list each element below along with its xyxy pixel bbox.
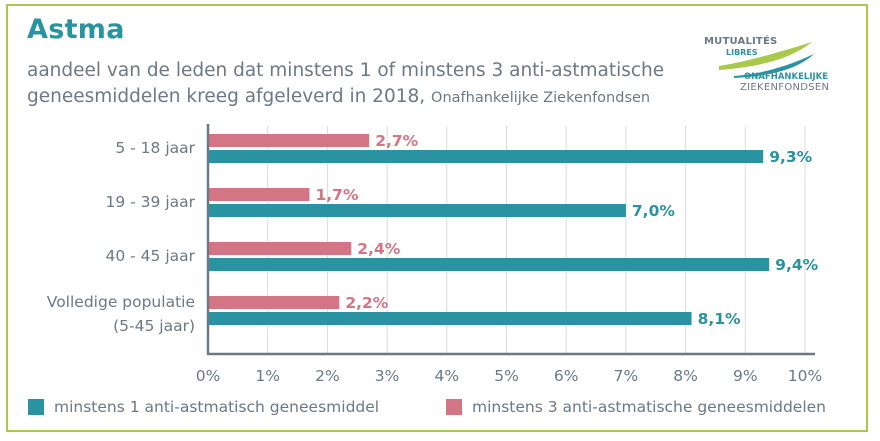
data-label: 2,4% [357, 240, 400, 258]
x-tick-label: 10% [788, 367, 822, 385]
legend-swatch-pink [446, 399, 462, 415]
bar-pink [209, 188, 310, 201]
legend-item-teal: minstens 1 anti-astmatisch geneesmiddel [28, 398, 379, 416]
x-tick-label: 1% [255, 367, 280, 385]
data-label: 8,1% [698, 310, 741, 328]
data-label: 1,7% [315, 186, 358, 204]
x-tick-label: 9% [733, 367, 758, 385]
bars: 2,7% 9,3% 1,7% 7,0% 2,4% 9,4% 2,2% 8,1% [209, 132, 819, 328]
bar-pink [209, 242, 352, 255]
subtitle-line-2-text: geneesmiddelen kreeg afgeleverd in 2018, [27, 86, 426, 107]
bar-teal [209, 204, 626, 217]
chart-frame [6, 4, 868, 432]
x-tick-label: 3% [375, 367, 400, 385]
subtitle-line-2: geneesmiddelen kreeg afgeleverd in 2018,… [27, 84, 707, 111]
category-labels: 5 - 18 jaar 19 - 39 jaar 40 - 45 jaar Volle… [47, 139, 196, 335]
legend-item-pink: minstens 3 anti-astmatische geneesmiddel… [446, 398, 826, 416]
legend-swatch-teal [28, 399, 44, 415]
x-tick-label: 7% [614, 367, 639, 385]
logo-line-4: ZIEKENFONDSEN [740, 82, 830, 93]
category-label: (5-45 jaar) [113, 317, 195, 335]
chart-title: Astma [27, 14, 125, 45]
x-tick-label: 5% [494, 367, 519, 385]
logo-line-1: MUTUALITÉS [704, 36, 778, 47]
x-tick-label: 6% [554, 367, 579, 385]
category-label: 5 - 18 jaar [115, 139, 195, 157]
category-label: Volledige populatie [47, 293, 195, 311]
x-tick-label: 4% [435, 367, 460, 385]
category-label: 40 - 45 jaar [106, 247, 196, 265]
bar-teal [209, 258, 770, 271]
category-label: 19 - 39 jaar [106, 193, 196, 211]
bar-pink [209, 134, 370, 147]
x-tick-label: 0% [196, 367, 221, 385]
data-label: 9,4% [775, 256, 818, 274]
bar-pink [209, 296, 340, 309]
axes [206, 124, 815, 356]
logo-leaf-icon [719, 42, 814, 78]
data-label: 2,7% [375, 132, 418, 150]
bar-teal [209, 312, 692, 325]
data-label: 9,3% [769, 148, 812, 166]
tick-labels: 0% 1% 2% 3% 4% 5% 6% 7% 8% 9% 10% [196, 367, 823, 385]
data-label: 2,2% [345, 294, 388, 312]
logo: MUTUALITÉS LIBRES ONAFHANKELIJKE ZIEKENF… [704, 36, 854, 96]
chart-subtitle: aandeel van de leden dat minstens 1 of m… [27, 58, 707, 111]
data-label: 7,0% [632, 202, 675, 220]
x-tick-label: 8% [673, 367, 698, 385]
bar-teal [209, 150, 764, 163]
subtitle-line-1: aandeel van de leden dat minstens 1 of m… [27, 60, 665, 81]
subtitle-source: Onafhankelijke Ziekenfondsen [431, 90, 651, 106]
logo-line-2: LIBRES [726, 48, 758, 57]
legend-label-teal: minstens 1 anti-astmatisch geneesmiddel [54, 398, 380, 416]
x-tick-label: 2% [315, 367, 340, 385]
logo-line-3: ONAFHANKELIJKE [744, 72, 829, 82]
legend-label-pink: minstens 3 anti-astmatische geneesmiddel… [472, 398, 826, 416]
